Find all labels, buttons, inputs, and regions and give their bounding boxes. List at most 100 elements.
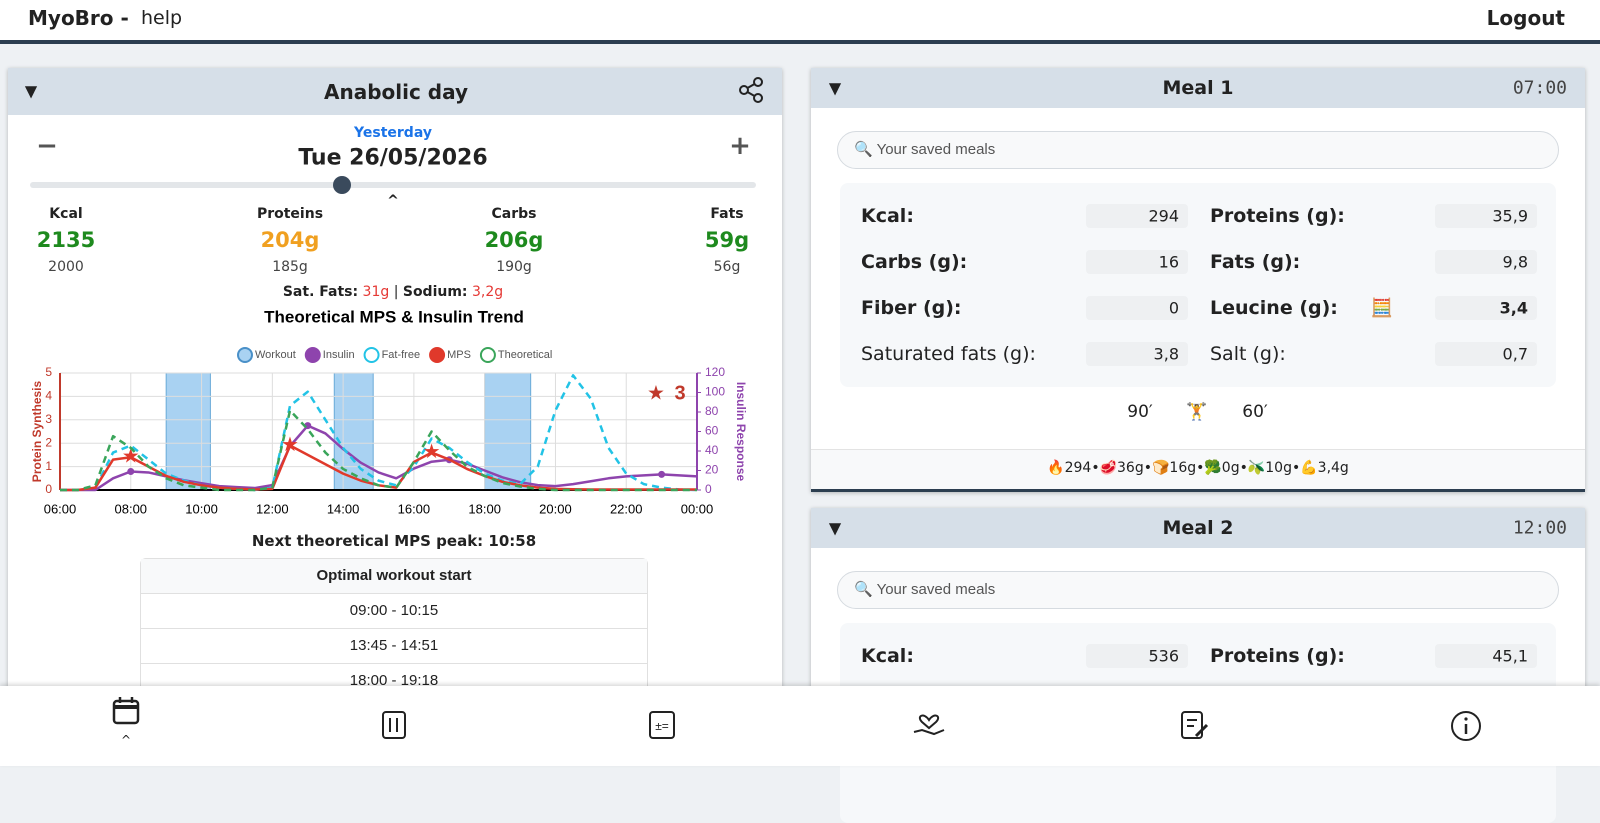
field-value: 9,8 [1502,252,1528,272]
edit-icon[interactable] [1180,710,1210,740]
peak-dot [127,467,135,475]
table-row: 13:45 - 14:51 [141,629,647,664]
y-tick-label: 2 [45,435,52,449]
top-bar: MyoBro - help Logout [0,0,1600,44]
x-tick-label: 00:00 [681,501,714,516]
macro-value: 59g [704,228,750,252]
meal-title: Meal 1 [1162,77,1234,99]
x-tick-label: 06:00 [44,501,77,516]
y-tick-label: 5 [45,365,52,379]
y2-tick-label: 80 [705,404,719,418]
legend-marker [304,347,321,363]
chart-title: Theoretical MPS & Insulin Trend [264,307,524,326]
field-box[interactable] [1435,342,1537,366]
y2-tick-label: 120 [705,365,725,379]
panel-title: Anabolic day [323,80,469,104]
field-box[interactable] [1086,644,1188,668]
x-tick-label: 08:00 [115,501,148,516]
active-caret: ^ [120,733,132,747]
y-tick-label: 4 [45,389,52,403]
logout-button[interactable]: Logout [1486,6,1565,30]
field-box[interactable] [1086,204,1188,228]
legend-marker [429,347,446,363]
x-tick-label: 22:00 [610,501,643,516]
saved-meals-search[interactable]: 🔍 Your saved meals [837,131,1559,169]
care-icon[interactable] [912,708,946,740]
field-label: Fiber (g): [861,297,962,319]
calculator-icon[interactable]: ±= [648,710,676,740]
prev-day[interactable]: − [36,131,58,161]
info-icon[interactable] [1450,710,1482,742]
separator: | [393,284,399,300]
field-value: 16 [1158,252,1179,272]
collapse-toggle[interactable]: ▼ [24,81,38,101]
next-day[interactable]: + [729,131,751,161]
collapse-toggle[interactable]: ▼ [828,518,842,538]
workout-table: Optimal workout start 09:00 - 10:15 13:45… [140,558,648,700]
workout-band [165,372,211,491]
star-icon: ★ [647,382,665,404]
sat-sodium-line: Sat. Fats: 31g | Sodium: 3,2g [283,284,503,300]
macro-target: 56g [713,259,741,275]
brand[interactable]: MyoBro - [28,6,129,30]
panel-header[interactable] [8,68,782,115]
field-box[interactable] [1435,296,1537,320]
field-value: 3,8 [1153,344,1179,364]
slider-caret: ^ [387,193,399,209]
macro-value: 2135 [36,228,96,252]
y2-axis-title: Insulin Response [734,382,748,482]
table-body: 09:00 - 10:15 13:45 - 14:51 18:00 - 19:18 [141,594,647,699]
field-value: 35,9 [1492,206,1528,226]
meal-header[interactable] [811,68,1585,108]
legend-marker [237,347,253,363]
macro-target: 190g [496,259,532,275]
y2-tick-label: 60 [705,424,719,438]
field-label: Leucine (g): [1210,297,1338,319]
slider-knob[interactable] [333,176,351,194]
macro-target: 2000 [48,259,84,275]
macro-label: Carbs [491,206,537,222]
field-value: 0 [1168,298,1179,318]
share-icon[interactable] [738,76,766,104]
saved-meals-search[interactable]: 🔍 Your saved meals [837,571,1559,609]
y-tick-label: 1 [45,459,52,473]
legend-marker [363,347,380,363]
slider-track[interactable] [30,182,756,188]
field-box[interactable] [1435,204,1537,228]
field-box[interactable] [1086,296,1188,320]
field-value: 45,1 [1492,646,1528,666]
x-tick-label: 20:00 [539,501,572,516]
legend-label: Workout [255,349,296,361]
star-count: 3 [674,382,685,404]
meal-time: 12:00 [1512,517,1567,539]
x-tick-label: 12:00 [256,501,289,516]
field-box[interactable] [1435,250,1537,274]
field-box[interactable] [1086,250,1188,274]
field-label: Kcal: [861,645,914,667]
field-value: 3,4 [1499,298,1528,318]
macro-label: Kcal [49,206,83,222]
x-tick-label: 10:00 [185,501,218,516]
y-tick-label: 3 [45,412,52,426]
collapse-toggle[interactable]: ▼ [828,78,842,98]
menu-icon[interactable] [380,710,408,740]
meal-header[interactable] [811,508,1585,548]
field-box[interactable] [1086,342,1188,366]
legend-marker [479,347,496,363]
y-axis-title: Protein Synthesis [30,381,44,483]
series-line [60,374,698,492]
x-tick-label: 14:00 [327,501,360,516]
peak-dot [658,470,666,478]
leucine-icon[interactable]: 🧮 [1370,297,1394,319]
timing: 90′ [1127,402,1153,422]
calendar-icon[interactable] [112,696,140,726]
timing: 60′ [1242,402,1268,422]
field-box[interactable] [1435,644,1537,668]
table-row: 09:00 - 10:15 [141,594,647,629]
bottom-nav: ^ ±= [0,686,1600,766]
field-value: 0,7 [1502,344,1528,364]
legend-label: MPS [447,349,471,361]
field-value: 294 [1148,206,1179,226]
next-peak: Next theoretical MPS peak: 10:58 [251,532,537,550]
legend-label: Theoretical [498,349,552,361]
